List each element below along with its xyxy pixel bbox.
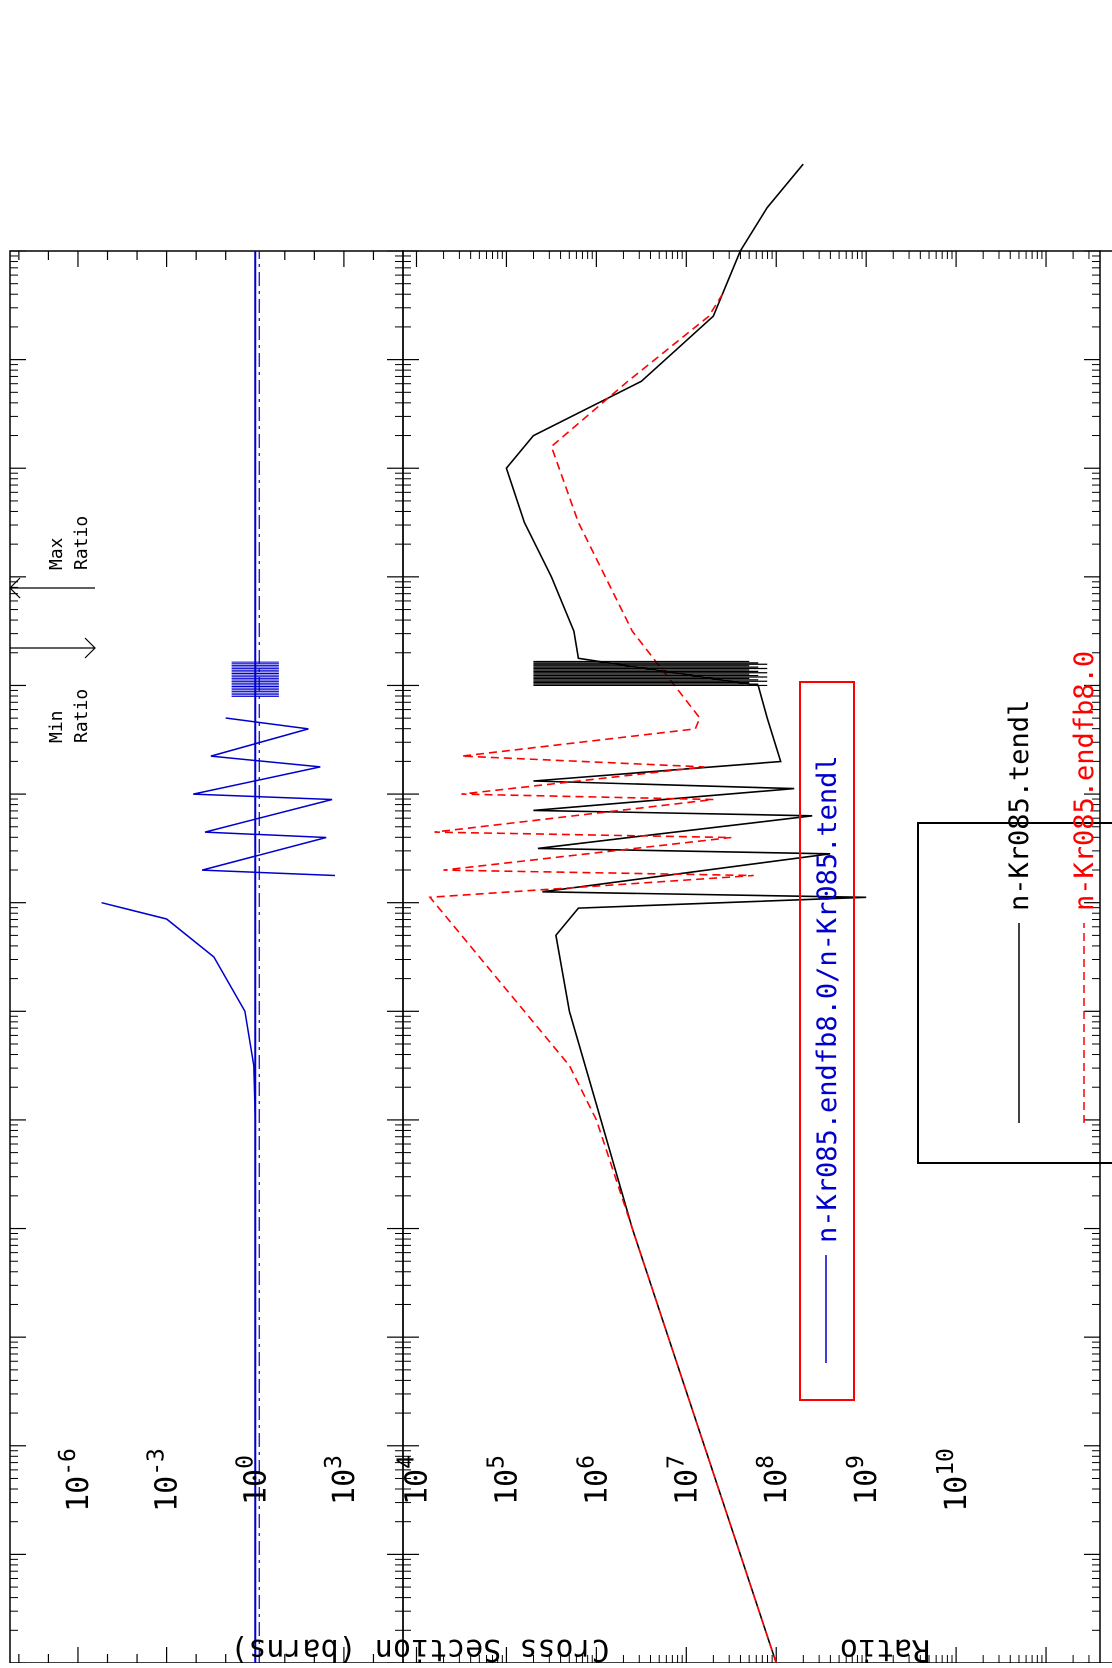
min-max-annotation: Min Ratio Max Ratio [9, 516, 96, 743]
cross-section-axis-title-holder: Cross Section (barns) [230, 1632, 609, 1667]
legend-label-tendl: n-Kr085.tendl [1004, 700, 1035, 911]
ratio-y-tick-label: 10-3 [144, 1448, 185, 1512]
min-ratio-arrowhead [84, 637, 96, 659]
max-ratio-arrowhead [9, 577, 21, 599]
min-ratio-label-line2: Ratio [71, 689, 92, 743]
rotated-plot: n-Kr085.tendl n-Kr085.endfb8.0 n-Kr085.e… [9, 163, 1112, 1664]
ratio-legend-label: n-Kr085.endfb8.0/n-Kr085.tendl [812, 755, 843, 1243]
ratio-y-tick-label: 100 [232, 1455, 273, 1505]
cross-section-y-tick-label: 106 [573, 1455, 614, 1505]
tendl-cross-section-curve [505, 163, 867, 1664]
cross-section-y-tick-label: 1010 [933, 1448, 974, 1512]
plot-curves [101, 163, 867, 1664]
cross-section-y-tick-label: 109 [843, 1455, 884, 1505]
ratio-legend-frame [799, 681, 855, 1401]
ratio-y-tick-label: 103 [321, 1455, 362, 1505]
ratio-axis-title: Ratio [840, 1632, 930, 1663]
cross-section-panel-frame [402, 250, 1101, 1664]
ratio-axis-title-holder: Ratio [840, 1632, 930, 1667]
cross-section-legend: n-Kr085.tendl n-Kr085.endfb8.0 [917, 651, 1112, 1164]
endfb-cross-section-curve [428, 293, 777, 1664]
ratio-dip-curve [101, 901, 257, 1663]
cross-section-y-tick-label: 108 [753, 1455, 794, 1505]
cross-section-y-tick-label: 107 [663, 1455, 704, 1505]
max-ratio-label-line2: Ratio [71, 516, 92, 570]
min-ratio-label-line1: Min [46, 710, 67, 743]
cross-section-y-tick-label: 105 [483, 1455, 524, 1505]
ratio-spike-curve [193, 717, 336, 877]
cross-section-y-tick-label: 104 [393, 1455, 434, 1505]
legend-label-endfb: n-Kr085.endfb8.0 [1069, 651, 1100, 911]
ratio-y-tick-label: 10-6 [55, 1448, 96, 1512]
ratio-legend: n-Kr085.endfb8.0/n-Kr085.tendl [799, 681, 855, 1401]
axis-ticks [10, 250, 1100, 1664]
max-ratio-label-line1: Max [46, 537, 67, 570]
cross-section-axis-title: Cross Section (barns) [230, 1632, 609, 1663]
legend-frame [917, 822, 1112, 1164]
y-tick-labels: 104 105 106 107 108 109 1010 10-6 10-3 100 103 [55, 1448, 974, 1512]
